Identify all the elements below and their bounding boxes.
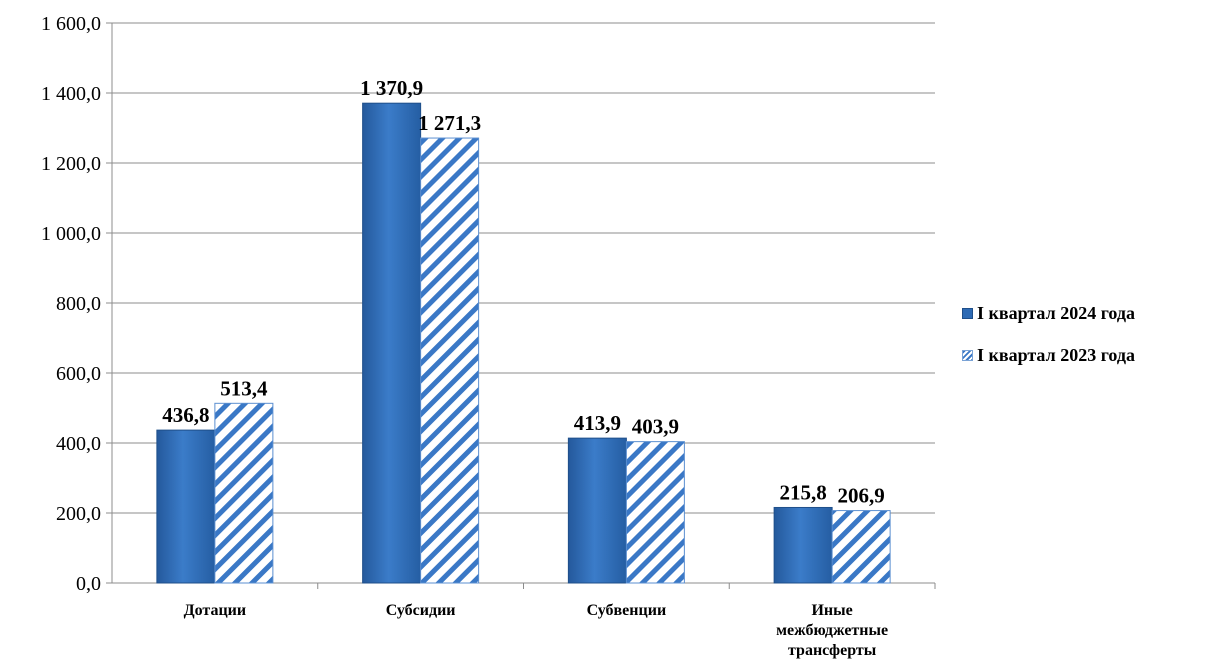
legend-label-2023: I квартал 2023 года xyxy=(977,344,1136,365)
bar-2023 xyxy=(420,137,480,584)
bar-2024 xyxy=(567,437,627,584)
y-tick-label: 1 200,0 xyxy=(41,153,101,175)
y-tick-label: 1 400,0 xyxy=(41,83,101,105)
bar-2024 xyxy=(156,429,216,584)
data-labels: 436,8 513,4 1 370,9 1 271,3 413,9 403,9 215,8 2… xyxy=(162,76,885,507)
x-category-labels: Дотации Субсидии Субвенции Иные межбюджетные… xyxy=(184,602,888,659)
legend-item-2023: I квартал 2023 года xyxy=(962,344,1135,366)
legend-swatch-2024 xyxy=(962,307,973,319)
data-label: 413,9 xyxy=(574,411,621,435)
data-label: 215,8 xyxy=(780,480,827,504)
y-tick-label: 800,0 xyxy=(56,293,101,315)
data-label: 1 370,9 xyxy=(360,76,423,100)
x-category-label: трансферты xyxy=(788,642,877,659)
bar-2023 xyxy=(831,510,891,584)
y-tick-label: 400,0 xyxy=(56,433,101,455)
x-category-label: Субвенции xyxy=(587,602,667,619)
x-category-label: Иные xyxy=(811,602,852,619)
bar-2023 xyxy=(625,441,685,584)
y-tick-labels: 0,0 200,0 400,0 600,0 800,0 1 000,0 1 200,0 1 4… xyxy=(41,13,101,595)
data-label: 403,9 xyxy=(632,415,679,439)
data-label: 436,8 xyxy=(162,403,209,427)
legend-swatch-2023 xyxy=(962,349,973,361)
y-tick-label: 1 600,0 xyxy=(41,13,101,35)
y-tick-label: 1 000,0 xyxy=(41,223,101,245)
x-category-label: Дотации xyxy=(184,602,247,619)
bar-2024 xyxy=(773,506,833,584)
x-category-label: межбюджетные xyxy=(776,622,888,639)
bars xyxy=(156,102,891,584)
bar-2024 xyxy=(362,102,422,584)
y-tick-label: 600,0 xyxy=(56,363,101,385)
legend-label-2024: I квартал 2024 года xyxy=(977,302,1136,323)
bar-2023 xyxy=(214,402,274,584)
data-label: 513,4 xyxy=(220,376,268,400)
x-category-label: Субсидии xyxy=(386,602,456,619)
legend-item-2024: I квартал 2024 года xyxy=(962,302,1135,324)
data-label: 1 271,3 xyxy=(418,111,481,135)
data-label: 206,9 xyxy=(838,484,885,508)
legend: I квартал 2024 года I квартал 2023 года xyxy=(962,302,1135,386)
y-tick-label: 200,0 xyxy=(56,503,101,525)
y-tick-label: 0,0 xyxy=(76,573,101,595)
